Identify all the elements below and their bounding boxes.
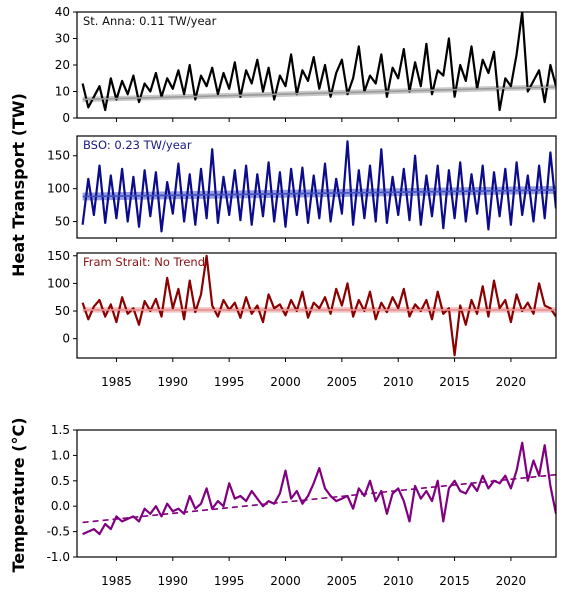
series-line [81, 254, 556, 357]
y-tick-label: 40 [55, 5, 70, 19]
y-tick-label: -1.0 [47, 550, 70, 564]
y-axis-title-temperature: Temperature (°C) [9, 417, 28, 572]
y-tick-label: 50 [55, 215, 70, 229]
x-tick-label: 1985 [101, 574, 132, 588]
y-tick-label: 30 [55, 32, 70, 46]
panel-1: 0 10 20 30 40 St. Anna: 0.11 TW/year [55, 5, 557, 125]
x-tick-label: 2010 [383, 375, 414, 389]
y-tick-label: 10 [55, 85, 70, 99]
trend-line [82, 189, 556, 198]
panel-annotation: St. Anna: 0.11 TW/year [83, 14, 217, 28]
plot-area [81, 254, 556, 357]
panel-2: 50 100 150 BSO: 0.23 TW/year [47, 135, 557, 242]
y-tick-label: 50 [55, 304, 70, 318]
y-tick-label: -0.5 [47, 525, 70, 539]
series-line [82, 441, 556, 536]
x-tick-label: 1995 [214, 375, 245, 389]
y-tick-label: 150 [47, 249, 70, 263]
y-tick-label: 0 [62, 111, 70, 125]
x-tick-label: 2020 [496, 574, 527, 588]
plot-frame [76, 135, 557, 239]
x-tick-label: 2020 [496, 375, 527, 389]
trend-line [82, 473, 556, 524]
x-tick-label: 2005 [327, 375, 358, 389]
x-tick-label: 2005 [327, 574, 358, 588]
x-tick-label: 1990 [158, 574, 189, 588]
y-tick-label: 1.5 [51, 423, 70, 437]
x-tick-label: 2000 [270, 375, 301, 389]
x-tick-label: 1990 [158, 375, 189, 389]
y-tick-label: 100 [47, 182, 70, 196]
panel-annotation: BSO: 0.23 TW/year [83, 138, 192, 152]
y-tick-label: 100 [47, 276, 70, 290]
y-tick-label: 0 [62, 332, 70, 346]
plot-frame [76, 252, 557, 359]
plot-frame [76, 429, 557, 558]
y-tick-label: 0.0 [51, 499, 70, 513]
y-tick-label: 150 [47, 149, 70, 163]
y-tick-label: 0.5 [51, 474, 70, 488]
panel-4: -1.0 -0.5 0.0 0.5 1.0 1.5 1985 1990 1995 2000 2005… [47, 423, 557, 588]
series-line [81, 140, 556, 233]
x-tick-label: 2000 [270, 574, 301, 588]
panel-annotation: Fram Strait: No Trend [83, 255, 205, 269]
trend-line [82, 86, 556, 101]
y-tick-label: 20 [55, 58, 70, 72]
plot-area [82, 441, 556, 536]
x-tick-label: 1995 [214, 574, 245, 588]
y-axis-title-heat-transport: Heat Transport (TW) [9, 93, 28, 277]
plot-area [81, 12, 556, 112]
plot-area [81, 140, 556, 233]
x-tick-label: 2010 [383, 574, 414, 588]
x-tick-label: 2015 [439, 574, 470, 588]
x-tick-label: 2015 [439, 375, 470, 389]
x-tick-label: 1985 [101, 375, 132, 389]
y-tick-label: 1.0 [51, 448, 70, 462]
panel-3: 0 50 100 150 Fram Strait: No Trend [47, 249, 557, 362]
